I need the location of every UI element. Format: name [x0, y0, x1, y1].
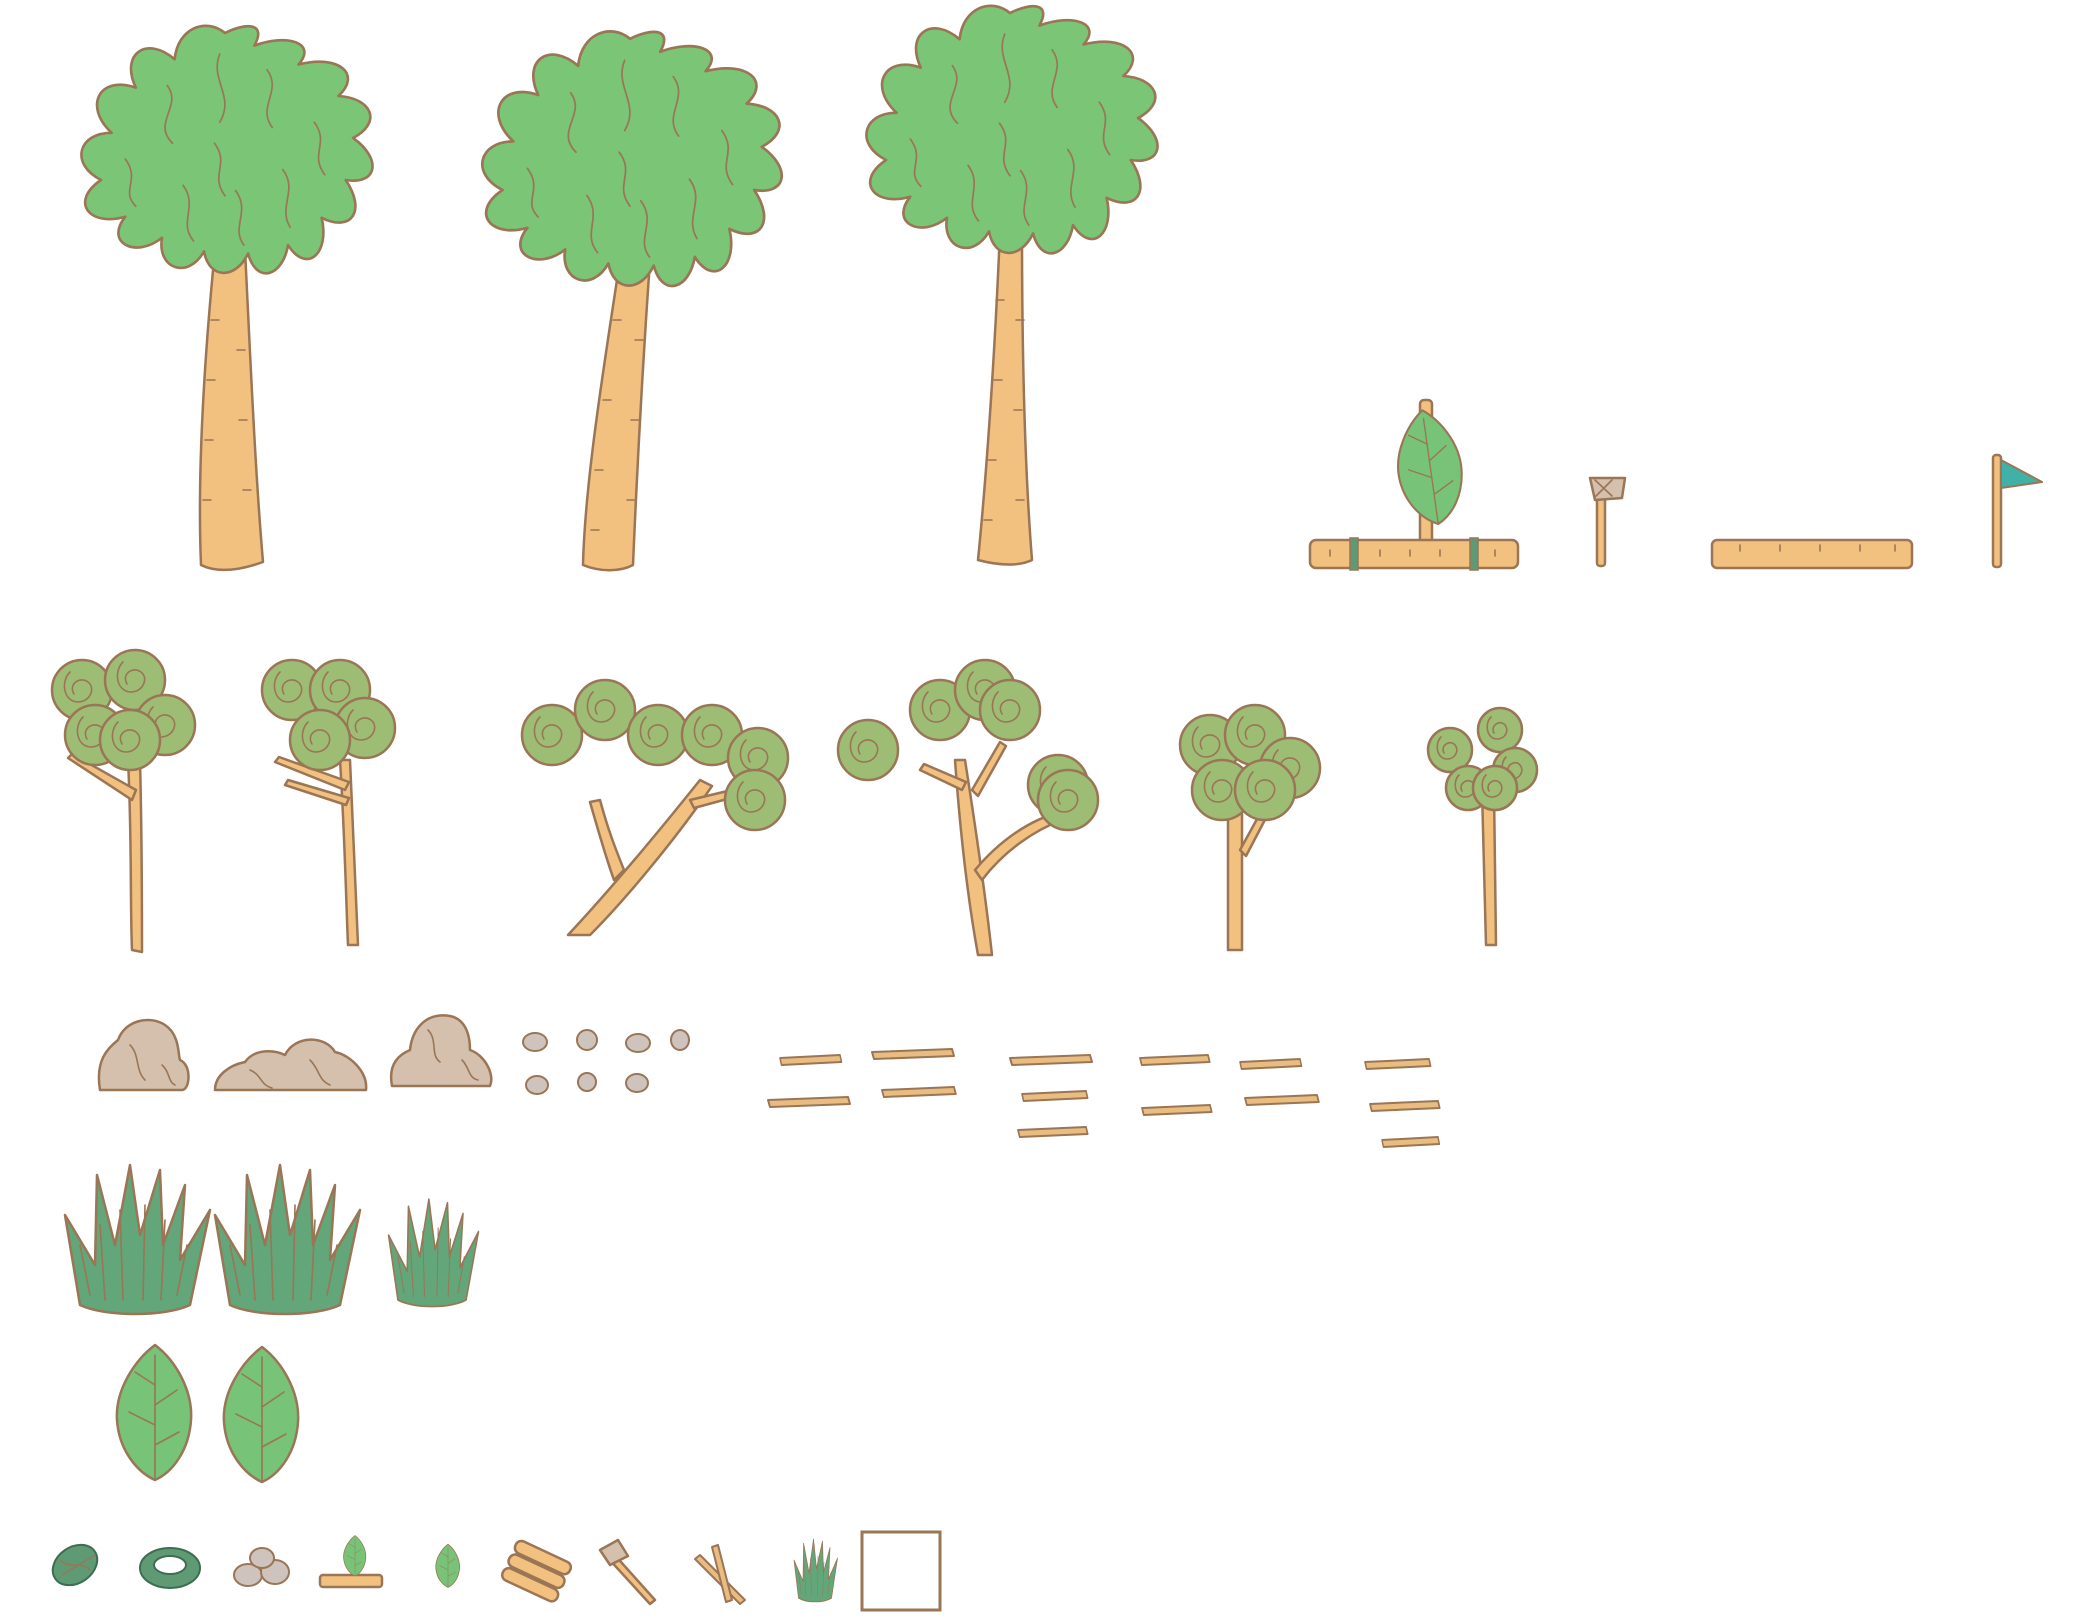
axe-icon: [598, 1538, 657, 1606]
empty-slot[interactable]: [860, 1530, 942, 1612]
round-tree-4: [836, 658, 1100, 957]
wooden-plank: [1710, 538, 1914, 570]
raft-icon: [318, 1535, 384, 1589]
stick-group-6: [1364, 1058, 1441, 1148]
grass-bush-3: [387, 1198, 480, 1308]
round-tree-1: [50, 648, 197, 954]
palm-tree-1: [80, 24, 374, 572]
logs-icon: [500, 1539, 573, 1603]
leaf-1: [115, 1343, 193, 1482]
leaf-2: [222, 1345, 300, 1484]
rock-tall: [389, 1014, 493, 1088]
palm-tree-2: [480, 30, 784, 572]
sticks-icon: [694, 1544, 746, 1605]
stick-group-5: [1239, 1058, 1320, 1106]
raft-with-leaf: [1308, 398, 1520, 571]
grass-bush-2: [213, 1163, 362, 1316]
round-tree-2: [260, 658, 397, 947]
stone-axe: [1588, 476, 1627, 568]
stick-group-4: [1139, 1054, 1213, 1116]
vine-ring-icon: [139, 1547, 201, 1589]
stick-group-1: [767, 1054, 851, 1108]
round-tree-6: [1426, 706, 1539, 947]
round-tree-3: [520, 678, 790, 937]
grass-bush-1: [63, 1163, 212, 1316]
rock-wide: [213, 1038, 368, 1092]
stick-group-3: [1009, 1054, 1093, 1138]
stick-group-2: [871, 1048, 957, 1098]
round-tree-5: [1178, 703, 1322, 952]
teal-flag: [1991, 453, 2043, 569]
grass-icon: [793, 1538, 839, 1603]
leaves-icon: [435, 1543, 460, 1588]
stones-icon: [233, 1547, 290, 1587]
pebble-group: [522, 1029, 690, 1095]
rope-icon: [51, 1543, 99, 1587]
rock-large: [97, 1018, 190, 1092]
palm-tree-3: [865, 4, 1159, 566]
